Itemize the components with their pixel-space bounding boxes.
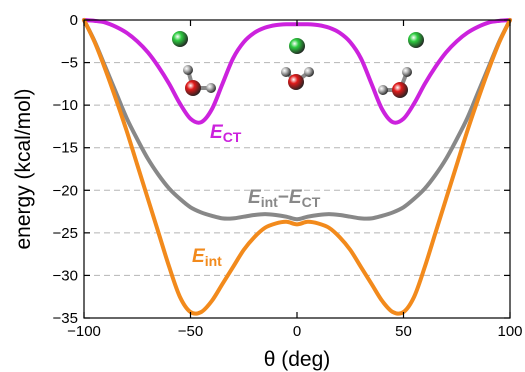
x-tick-label: 0 [293,323,301,340]
series-label-eint-main: E [192,246,206,267]
hydrogen-atom [402,67,412,77]
x-tick-label: −50 [178,323,203,340]
series-line-eint [82,18,512,316]
oxygen-atom [185,80,201,96]
hydrogen-atom [378,85,388,95]
grid-lines [84,62,510,276]
y-tick-label: −30 [53,267,78,284]
y-tick-label: 0 [70,12,78,29]
series-label-eint: Eint [192,246,222,269]
series-label-diff-sub: int [261,194,278,210]
series-label-diff-sep: − [278,187,289,208]
y-axis-title: energy (kcal/mol) [12,88,35,249]
x-tick-label: 50 [395,323,412,340]
y-tick-label: −10 [53,97,78,114]
series-line-ect [82,18,512,125]
chlorine-atom [289,38,305,54]
hydrogen-atom [281,67,291,77]
axis-ticks: 0 −5 −10 −15 −20 −25 −30 −35−100 −50 0 50 100 [53,12,523,340]
oxygen-atom [288,74,304,90]
hydrogen-atom [183,65,193,75]
series-label-diff-main: E [248,187,262,208]
series-label-eint-sub: int [205,253,222,269]
series-label-ect-sub: CT [223,129,242,145]
y-tick-label: −15 [53,140,78,157]
oxygen-atom [392,82,408,98]
x-tick-label: 100 [497,323,522,340]
hydrogen-atom [304,67,314,77]
series-curves [82,18,512,316]
x-axis-title: θ (deg) [264,348,331,371]
series-label-eint-minus-ect: Eint−ECT [248,187,321,210]
x-tick-label: −100 [67,323,101,340]
hydrogen-atom [206,83,216,93]
y-tick-label: −25 [53,225,78,242]
molecule-illustrations [172,31,424,98]
chlorine-atom [408,32,424,48]
series-label-ect: ECT [210,122,242,145]
series-label-diff-main2: E [289,187,303,208]
y-tick-label: −20 [53,182,78,199]
plot-frame [83,19,511,319]
series-line-eint-minus-ect [82,18,512,222]
series-label-ect-main: E [210,122,224,143]
y-tick-label: −35 [53,310,78,327]
series-label-diff-sub2: CT [302,194,321,210]
y-tick-label: −5 [61,55,78,72]
chlorine-atom [172,31,188,47]
